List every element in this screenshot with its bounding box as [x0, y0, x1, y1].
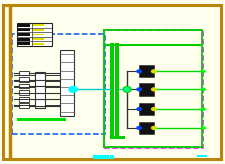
Bar [139, 122, 154, 134]
Bar [19, 84, 29, 88]
Circle shape [201, 107, 206, 111]
Bar [19, 71, 29, 75]
Bar [18, 38, 30, 41]
Circle shape [201, 126, 206, 130]
Bar [110, 43, 114, 139]
Bar [197, 155, 207, 157]
Circle shape [136, 126, 142, 130]
Circle shape [123, 86, 131, 92]
Bar [104, 30, 202, 147]
Bar [18, 24, 30, 27]
Bar [18, 33, 30, 36]
Bar [104, 30, 202, 148]
Circle shape [136, 87, 142, 92]
Bar [35, 72, 45, 108]
Bar [18, 42, 30, 45]
Circle shape [136, 69, 142, 73]
Bar [17, 23, 52, 46]
Bar [18, 29, 30, 31]
Bar [139, 83, 154, 95]
Bar [110, 136, 125, 139]
Circle shape [151, 87, 157, 92]
Bar [32, 29, 44, 31]
Bar [32, 24, 44, 26]
Bar [19, 77, 29, 82]
Circle shape [136, 107, 142, 111]
Bar [32, 34, 44, 35]
Bar [32, 43, 44, 45]
Bar [115, 43, 119, 139]
Bar [139, 65, 154, 78]
Bar [19, 90, 29, 95]
Bar [32, 38, 44, 40]
Circle shape [68, 86, 78, 93]
Bar [17, 118, 66, 121]
Circle shape [201, 88, 206, 91]
Bar [110, 155, 114, 159]
Circle shape [151, 107, 157, 111]
Bar [93, 155, 109, 159]
Circle shape [151, 69, 157, 73]
Bar [60, 50, 74, 116]
Bar [19, 103, 29, 108]
Bar [105, 44, 201, 46]
Circle shape [151, 126, 157, 130]
Bar [139, 103, 154, 115]
Bar [12, 34, 105, 134]
Circle shape [201, 70, 206, 73]
Bar [19, 97, 29, 102]
